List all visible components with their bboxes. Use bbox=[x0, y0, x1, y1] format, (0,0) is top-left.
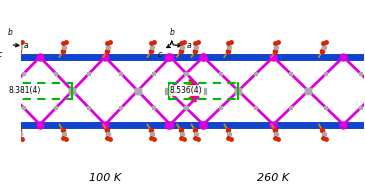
Text: b: b bbox=[169, 28, 174, 37]
Text: a: a bbox=[186, 41, 191, 50]
Text: b: b bbox=[8, 29, 13, 37]
Text: a: a bbox=[24, 41, 28, 50]
Text: 8.536(4): 8.536(4) bbox=[170, 86, 203, 95]
Text: 100 K: 100 K bbox=[89, 173, 121, 183]
Text: 8.381(4): 8.381(4) bbox=[9, 86, 41, 95]
Text: c: c bbox=[158, 50, 162, 59]
Text: c: c bbox=[0, 50, 1, 59]
Text: 260 K: 260 K bbox=[257, 173, 289, 183]
